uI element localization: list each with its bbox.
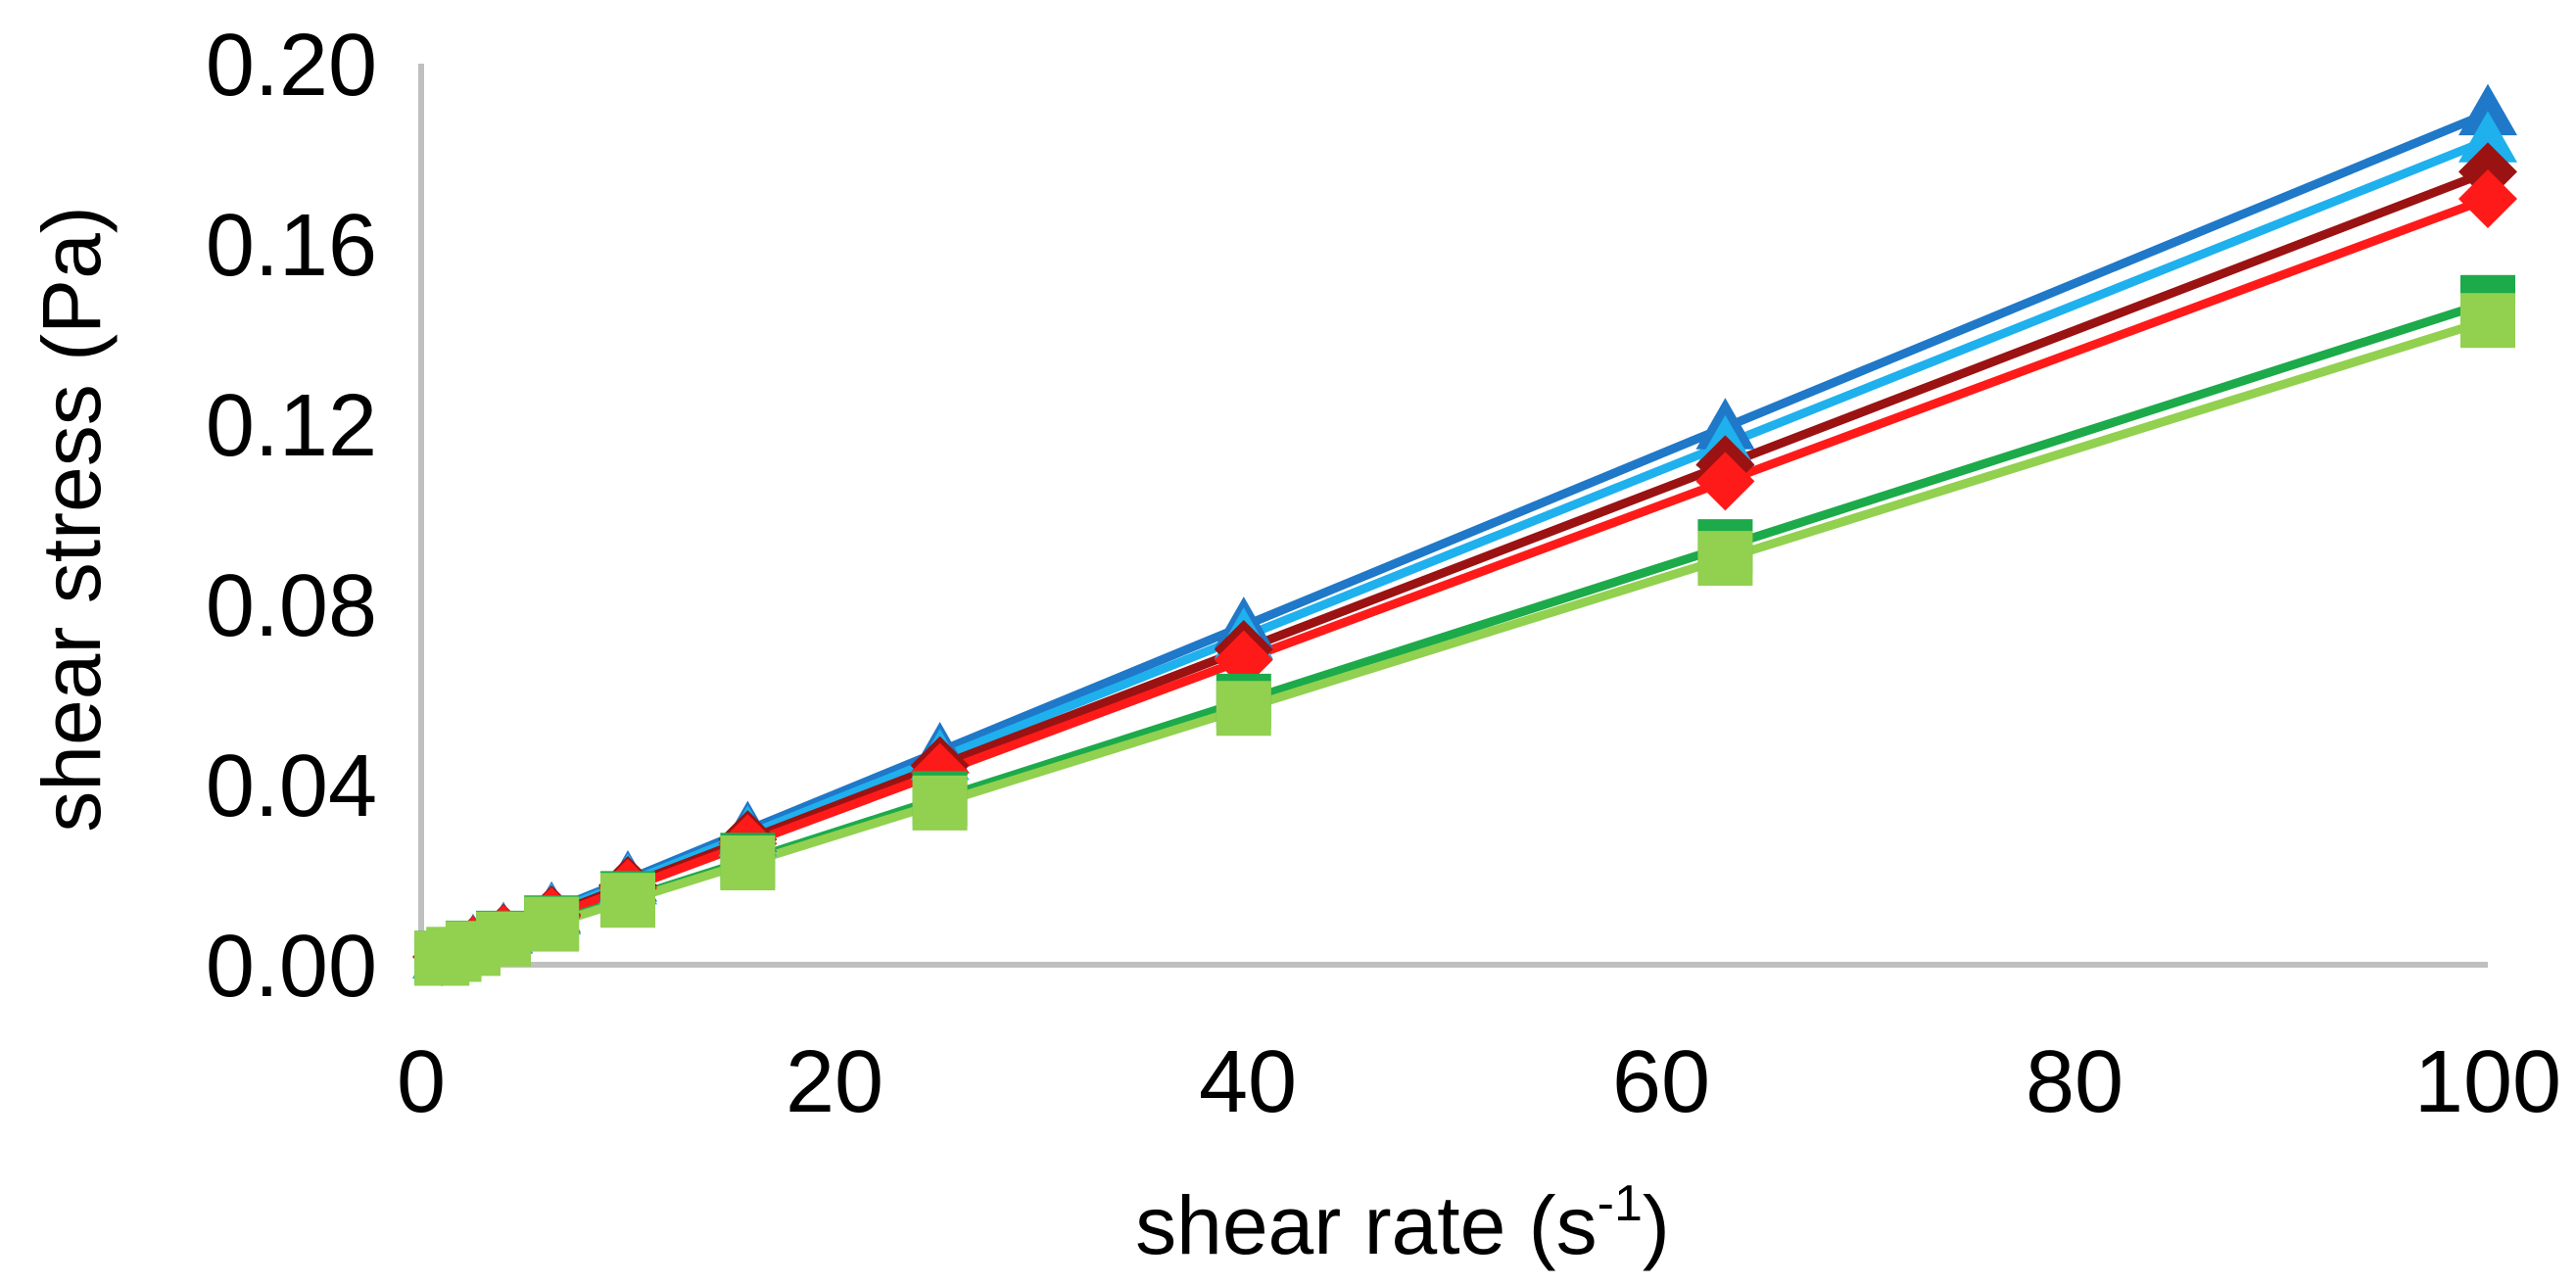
x-axis-title-superscript: -1 bbox=[1598, 1175, 1643, 1232]
axes bbox=[418, 64, 2488, 968]
x-tick-label: 20 bbox=[786, 1033, 883, 1131]
y-tick-label: 0.20 bbox=[206, 17, 377, 115]
data-point-series-4 bbox=[1695, 452, 1755, 511]
y-tick-label: 0.04 bbox=[206, 738, 377, 835]
x-axis-title-text: shear rate (s bbox=[1135, 1179, 1598, 1271]
data-point-series-6 bbox=[1216, 681, 1271, 737]
x-tick-label: 60 bbox=[1612, 1033, 1710, 1131]
data-point-series-1 bbox=[2458, 83, 2517, 136]
data-point-series-6 bbox=[1697, 531, 1753, 587]
x-tick-label: 0 bbox=[397, 1033, 446, 1131]
x-tick-label: 40 bbox=[1199, 1033, 1297, 1131]
data-point-series-6 bbox=[600, 873, 655, 928]
y-tick-label: 0.16 bbox=[206, 197, 377, 295]
x-tick-labels: 0 20 40 60 80 100 bbox=[397, 1033, 2561, 1131]
x-tick-label: 100 bbox=[2414, 1033, 2561, 1131]
data-point-series-2 bbox=[2458, 111, 2517, 163]
y-axis-title: shear stress (Pa) bbox=[25, 206, 118, 833]
data-point-series-4 bbox=[2458, 169, 2517, 228]
y-tick-label: 0.08 bbox=[206, 557, 377, 655]
y-tick-label: 0.00 bbox=[206, 918, 377, 1016]
data-point-series-6 bbox=[912, 775, 968, 831]
data-point-series-6 bbox=[524, 896, 580, 952]
series-markers bbox=[412, 83, 2517, 987]
y-tick-labels: 0.00 0.04 0.08 0.12 0.16 0.20 bbox=[206, 17, 377, 1016]
x-tick-label: 80 bbox=[2026, 1033, 2123, 1131]
y-tick-label: 0.12 bbox=[206, 377, 377, 475]
data-point-series-6 bbox=[720, 835, 776, 891]
data-point-series-6 bbox=[2460, 293, 2515, 349]
x-axis-title-close: ) bbox=[1643, 1179, 1670, 1271]
x-axis-title: shear rate (s-1) bbox=[1135, 1175, 1670, 1271]
data-point-series-6 bbox=[475, 911, 531, 967]
